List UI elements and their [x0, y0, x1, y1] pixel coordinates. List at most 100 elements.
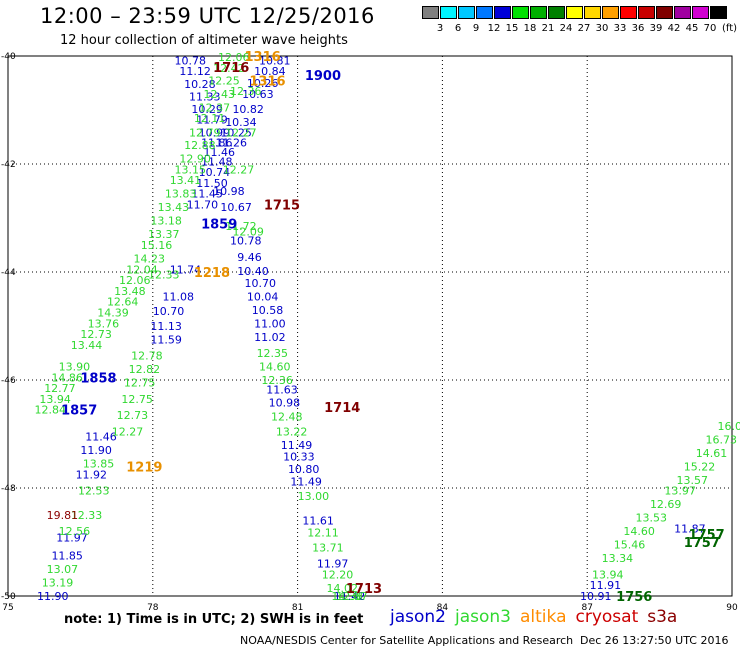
legend-entry: jason3: [455, 607, 511, 627]
wave-height-label: 13.15: [175, 163, 207, 176]
wave-height-label: 12.37: [199, 101, 231, 114]
wave-height-label: 12.42: [213, 62, 245, 75]
x-tick-label: 78: [147, 603, 159, 613]
wave-height-label: 12.84: [35, 404, 66, 417]
color-scale-bin: [656, 6, 673, 19]
color-scale-bin: [584, 6, 601, 19]
pass-time-label: 1218: [194, 266, 230, 281]
pass-time-label: 1756: [616, 590, 652, 605]
wave-height-label: 11.13: [150, 320, 182, 333]
wave-height-label: 12.78: [131, 350, 163, 363]
wave-height-label: 12.33: [71, 509, 103, 522]
wave-height-label: 13.37: [148, 228, 180, 241]
pass-time-label: 1714: [324, 401, 360, 416]
pass-time-label: 1219: [126, 460, 162, 475]
y-tick-label: -48: [1, 484, 16, 494]
color-scale-label: 33: [613, 23, 627, 34]
wave-height-label: 12.73: [80, 328, 112, 341]
wave-height-label: 12.53: [78, 485, 110, 498]
color-scale-label: 24: [559, 23, 573, 34]
wave-height-label: 11.46: [85, 431, 117, 444]
pass-time-label: 1857: [61, 404, 97, 419]
wave-height-label: 11.59: [150, 334, 182, 347]
color-scale-bin: [512, 6, 529, 19]
wave-height-label: 12.90: [179, 153, 211, 166]
color-scale-bin: [638, 6, 655, 19]
x-tick-label: 87: [581, 603, 592, 613]
credit-text: NOAA/NESDIS Center for Satellite Applica…: [240, 634, 574, 647]
wave-height-label: 13.34: [602, 552, 634, 565]
wave-height-label: 19.81: [47, 509, 79, 522]
wave-height-label: 10.67: [220, 201, 252, 214]
wave-height-label: 13.94: [39, 393, 71, 406]
color-scale-bin: [476, 6, 493, 19]
color-scale-label: 21: [541, 23, 555, 34]
pass-time-label: 1757: [684, 536, 720, 551]
wave-height-label: 13.94: [592, 568, 624, 581]
wave-height-label: 10.78: [230, 235, 262, 248]
wave-height-label: 10.63: [242, 88, 273, 101]
color-scale-label: 9: [472, 23, 480, 34]
wave-height-label: 14.02: [327, 582, 359, 595]
wave-height-label: 10.29: [191, 103, 223, 116]
wave-height-label: 10.80: [288, 463, 320, 476]
wave-height-label: 11.42: [334, 590, 366, 603]
color-scale-label: 12: [487, 23, 501, 34]
legend-entry: cryosat: [575, 607, 639, 627]
wave-height-label: 11.08: [162, 290, 194, 303]
wave-height-label: 12.25: [208, 74, 240, 87]
wave-height-label: 10.81: [259, 54, 291, 67]
wave-height-label: 11.12: [179, 65, 211, 78]
wave-height-label: 11.61: [302, 514, 334, 527]
plot-frame: [7, 55, 733, 597]
y-tick-label: -40: [1, 52, 16, 62]
color-scale-bin: [620, 6, 637, 19]
wave-height-label: 10.98: [269, 397, 301, 410]
wave-height-label: 11.87: [674, 523, 706, 536]
wave-height-label: 13.85: [83, 458, 115, 471]
color-scale-unit: (ft): [722, 23, 738, 34]
color-scale-bin: [548, 6, 565, 19]
wave-height-label: 11.97: [317, 558, 349, 571]
wave-height-label: 11.91: [590, 579, 622, 592]
wave-height-label: 12.69: [650, 498, 682, 511]
wave-height-label: 13.22: [276, 425, 308, 438]
wave-height-label: 12.27: [223, 163, 255, 176]
wave-height-label: 11.49: [290, 476, 322, 489]
color-scale-label: 27: [577, 23, 591, 34]
legend-entry: altika: [520, 607, 567, 627]
pass-time-label: 1716: [213, 61, 249, 76]
wave-height-label: 10.34: [225, 116, 257, 129]
wave-height-label: 11.50: [196, 177, 228, 190]
pass-time-label: 1316: [245, 50, 281, 65]
wave-height-label: 12.06: [218, 51, 250, 64]
wave-height-label: 10.28: [184, 78, 216, 91]
wave-height-label: 15.16: [141, 239, 173, 252]
wave-height-label: 15.46: [614, 539, 646, 552]
wave-height-label: 10.58: [252, 304, 284, 317]
wave-height-label: 13.19: [42, 577, 74, 590]
color-scale-label: 42: [667, 23, 681, 34]
pass-time-label: 1316: [249, 74, 285, 89]
wave-height-label: 16.73: [705, 433, 737, 446]
wave-height-label: 12.79: [189, 127, 221, 140]
color-scale-bin: [422, 6, 439, 19]
wave-height-label: 12.43: [203, 88, 235, 101]
wave-height-label: 10.26: [247, 77, 278, 90]
wave-height-label: 13.18: [150, 215, 182, 228]
wave-height-label: 11.63: [266, 384, 298, 397]
color-scale-bin: [458, 6, 475, 19]
wave-height-label: 12.36: [230, 85, 262, 98]
pass-time-label: 1715: [264, 199, 300, 214]
wave-height-label: 12.06: [119, 274, 151, 287]
pass-time-label: 1859: [201, 217, 237, 232]
wave-height-label: 13.43: [158, 201, 190, 214]
wave-height-label: 11.74: [170, 263, 202, 276]
color-scale-bin: [440, 6, 457, 19]
wave-height-label: 10.70: [245, 277, 276, 290]
wave-height-label: 11.46: [203, 146, 235, 159]
wave-height-label: 11.45: [191, 188, 223, 201]
wave-height-label: 10.91: [580, 590, 612, 603]
color-scale-label: 6: [454, 23, 462, 34]
footer-note: note: 1) Time is in UTC; 2) SWH is in fe…: [64, 612, 364, 627]
